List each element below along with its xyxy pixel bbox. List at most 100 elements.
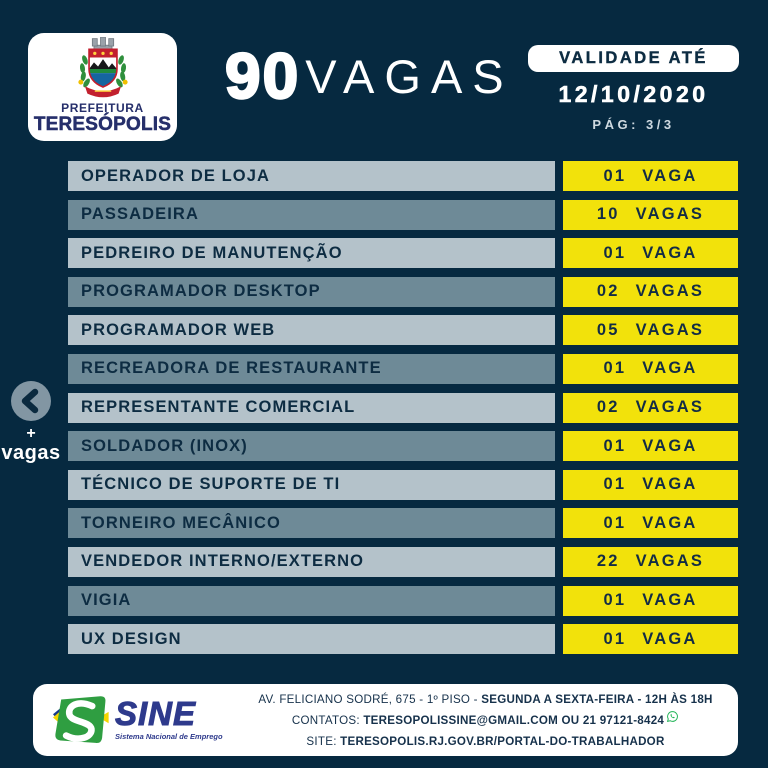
vacancy-number: 01	[603, 359, 627, 378]
vacancy-number: 10	[596, 205, 620, 224]
job-title: SOLDADOR (INOX)	[68, 431, 555, 462]
vacancy-unit: VAGA	[642, 359, 698, 378]
vacancy-unit: VAGAS	[635, 320, 705, 339]
vacancy-number: 01	[603, 591, 627, 610]
validity-date: 12/10/2020	[558, 81, 709, 108]
job-row: RECREADORA DE RESTAURANTE 01 VAGA	[68, 353, 738, 384]
footer-address-line: AV. FELICIANO SODRÉ, 675 - 1º PISO - SEG…	[247, 689, 724, 710]
previous-page-button[interactable]	[11, 381, 51, 421]
city-crest-icon	[77, 37, 128, 98]
whatsapp-icon	[667, 710, 678, 722]
job-list: OPERADOR DE LOJA 01 VAGA PASSADEIRA 10 V…	[68, 161, 738, 655]
vacancy-unit: VAGA	[642, 591, 698, 610]
job-vacancy-badge: 01 VAGA	[563, 161, 738, 191]
vacancy-number: 01	[603, 166, 627, 185]
sine-logo-text: SINE Sistema Nacional de Emprego	[115, 695, 223, 741]
job-vacancy-badge: 05 VAGAS	[563, 315, 738, 346]
footer-bar: SINE Sistema Nacional de Emprego AV. FEL…	[33, 684, 738, 756]
vacancy-unit: VAGA	[642, 513, 698, 532]
vacancy-number: 02	[596, 398, 620, 417]
vacancy-number: 01	[603, 475, 627, 494]
job-vacancy-badge: 10 VAGAS	[563, 199, 738, 230]
site-value: TERESOPOLIS.RJ.GOV.BR/PORTAL-DO-TRABALHA…	[340, 734, 665, 748]
vacancy-total-number: 90	[224, 40, 301, 112]
footer-contact-info: AV. FELICIANO SODRÉ, 675 - 1º PISO - SEG…	[247, 689, 724, 752]
job-row: PEDREIRO DE MANUTENÇÃO 01 VAGA	[68, 238, 738, 269]
sine-logo: SINE Sistema Nacional de Emprego	[51, 693, 247, 747]
job-row: TORNEIRO MECÂNICO 01 VAGA	[68, 508, 738, 539]
job-title: PEDREIRO DE MANUTENÇÃO	[68, 238, 555, 269]
job-row: PROGRAMADOR WEB 05 VAGAS	[68, 315, 738, 346]
more-vagas-nav: + vagas	[0, 381, 62, 464]
job-title: TORNEIRO MECÂNICO	[68, 508, 555, 539]
vacancy-unit: VAGA	[642, 243, 698, 262]
job-row: SOLDADOR (INOX) 01 VAGA	[68, 431, 738, 462]
job-row: OPERADOR DE LOJA 01 VAGA	[68, 161, 738, 191]
job-title: VIGIA	[68, 585, 555, 616]
job-vacancy-badge: 01 VAGA	[563, 469, 738, 500]
vacancy-number: 01	[603, 436, 627, 455]
job-title: TÉCNICO DE SUPORTE DE TI	[68, 469, 555, 500]
org-name-line1: PREFEITURA	[61, 101, 144, 115]
job-row: PROGRAMADOR DESKTOP 02 VAGAS	[68, 276, 738, 307]
job-title: REPRESENTANTE COMERCIAL	[68, 392, 555, 423]
job-title: RECREADORA DE RESTAURANTE	[68, 353, 555, 384]
job-vacancy-badge: 22 VAGAS	[563, 546, 738, 577]
vacancy-number: 01	[603, 243, 627, 262]
vacancy-unit: VAGAS	[635, 552, 705, 571]
vacancy-unit: VAGAS	[635, 205, 705, 224]
footer-site-line: SITE: TERESOPOLIS.RJ.GOV.BR/PORTAL-DO-TR…	[247, 731, 724, 752]
org-name-line2: TERESÓPOLIS	[33, 114, 172, 136]
chevron-left-icon	[21, 388, 39, 414]
sine-logo-tagline: Sistema Nacional de Emprego	[115, 731, 223, 741]
address-prefix: AV. FELICIANO SODRÉ, 675 - 1º PISO -	[258, 692, 482, 706]
job-row: UX DESIGN 01 VAGA	[68, 624, 738, 655]
prefeitura-card: PREFEITURA TERESÓPOLIS	[28, 33, 177, 141]
job-row: PASSADEIRA 10 VAGAS	[68, 199, 738, 230]
job-title: PROGRAMADOR WEB	[68, 315, 555, 346]
vacancy-number: 05	[596, 320, 620, 339]
vacancy-number: 01	[603, 629, 627, 648]
job-title: PASSADEIRA	[68, 199, 555, 230]
contacts-prefix: CONTATOS:	[291, 713, 364, 727]
job-row: VENDEDOR INTERNO/EXTERNO 22 VAGAS	[68, 546, 738, 577]
job-vacancy-badge: 01 VAGA	[563, 431, 738, 462]
validity-label: VALIDADE ATÉ	[528, 45, 739, 72]
job-vacancy-badge: 02 VAGAS	[563, 392, 738, 423]
vacancy-unit: VAGA	[642, 475, 698, 494]
more-vagas-plus: +	[26, 425, 36, 442]
vacancy-number: 02	[596, 282, 620, 301]
validity-block: VALIDADE ATÉ 12/10/2020 PÁG: 3/3	[528, 45, 739, 132]
vacancy-total-label: VAGAS	[305, 49, 514, 103]
vacancy-unit: VAGAS	[635, 282, 705, 301]
contacts-value: TERESOPOLISSINE@GMAIL.COM OU 21 97121-84…	[363, 713, 665, 727]
job-vacancy-badge: 02 VAGAS	[563, 276, 738, 307]
job-vacancy-badge: 01 VAGA	[563, 624, 738, 655]
job-row: VIGIA 01 VAGA	[68, 585, 738, 616]
job-title: OPERADOR DE LOJA	[68, 161, 555, 191]
more-vagas-label: vagas	[1, 442, 61, 464]
vacancy-number: 01	[603, 513, 627, 532]
page-indicator: PÁG: 3/3	[592, 117, 675, 132]
job-vacancy-badge: 01 VAGA	[563, 353, 738, 384]
sine-logo-icon	[53, 696, 109, 744]
vacancy-unit: VAGA	[642, 166, 698, 185]
job-vacancy-badge: 01 VAGA	[563, 238, 738, 269]
vacancy-unit: VAGA	[642, 629, 698, 648]
job-title: VENDEDOR INTERNO/EXTERNO	[68, 546, 555, 577]
job-vacancy-badge: 01 VAGA	[563, 508, 738, 539]
vacancy-unit: VAGAS	[635, 398, 705, 417]
job-row: REPRESENTANTE COMERCIAL 02 VAGAS	[68, 392, 738, 423]
footer-contacts-line: CONTATOS: TERESOPOLISSINE@GMAIL.COM OU 2…	[247, 710, 724, 731]
site-prefix: SITE:	[306, 734, 341, 748]
job-row: TÉCNICO DE SUPORTE DE TI 01 VAGA	[68, 469, 738, 500]
job-vacancy-badge: 01 VAGA	[563, 585, 738, 616]
sine-logo-name: SINE	[115, 695, 197, 733]
vacancy-total: 90 VAGAS	[224, 40, 514, 112]
job-title: UX DESIGN	[68, 624, 555, 655]
vacancy-unit: VAGA	[642, 436, 698, 455]
vacancy-number: 22	[596, 552, 620, 571]
address-hours: SEGUNDA A SEXTA-FEIRA - 12H ÀS 18H	[481, 692, 713, 706]
job-title: PROGRAMADOR DESKTOP	[68, 276, 555, 307]
